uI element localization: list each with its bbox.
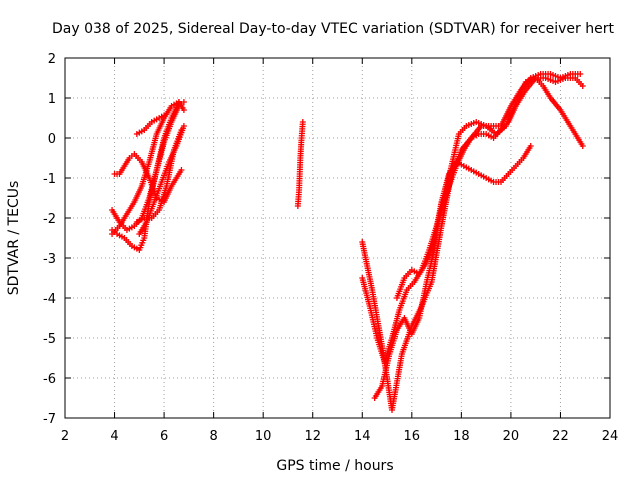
y-tick-label: 2 — [48, 52, 56, 67]
data-series — [109, 71, 586, 413]
x-tick-label: 12 — [304, 429, 321, 444]
series-arc-1c — [109, 99, 187, 237]
x-tick-label: 14 — [354, 429, 371, 444]
x-tick-label: 16 — [404, 429, 421, 444]
series-arc-3a — [359, 75, 586, 365]
y-tick-label: -5 — [43, 332, 56, 347]
y-tick-label: 0 — [48, 132, 56, 147]
x-axis-label: GPS time / hours — [276, 458, 393, 474]
x-tick-label: 22 — [552, 429, 569, 444]
grid — [65, 58, 610, 418]
chart-title: Day 038 of 2025, Sidereal Day-to-day VTE… — [52, 21, 614, 37]
data-point — [178, 167, 185, 173]
x-tick-label: 20 — [503, 429, 520, 444]
data-point — [579, 143, 586, 149]
series-arc-3d — [431, 75, 586, 245]
data-point — [438, 199, 445, 205]
plot-frame — [64, 57, 611, 419]
y-axis-label: SDTVAR / TECUs — [6, 181, 22, 296]
x-tick-label: 10 — [255, 429, 272, 444]
y-tick-label: -2 — [43, 212, 56, 227]
data-point — [579, 83, 586, 89]
y-tick-label: -7 — [43, 412, 56, 427]
y-tick-label: -3 — [43, 252, 56, 267]
series-arc-2 — [294, 119, 306, 209]
y-tick-label: -4 — [43, 292, 56, 307]
data-point — [577, 71, 584, 77]
series-arc-1g — [133, 111, 170, 137]
data-point — [299, 119, 306, 125]
series-arc-1b — [109, 99, 182, 233]
data-point — [527, 143, 534, 149]
data-point — [180, 123, 187, 129]
x-tick-label: 18 — [453, 429, 470, 444]
y-tick-label: -6 — [43, 372, 56, 387]
x-tick-label: 24 — [602, 429, 619, 444]
data-point — [180, 107, 187, 113]
y-tick-label: 1 — [48, 92, 56, 107]
x-tick-label: 6 — [160, 429, 168, 444]
data-point — [163, 111, 170, 117]
x-tick-label: 2 — [61, 429, 69, 444]
x-tick-label: 8 — [209, 429, 217, 444]
series-arc-1f — [136, 123, 187, 237]
y-tick-label: -1 — [43, 172, 56, 187]
series-arc-3e — [393, 199, 445, 301]
x-tick-label: 4 — [110, 429, 118, 444]
